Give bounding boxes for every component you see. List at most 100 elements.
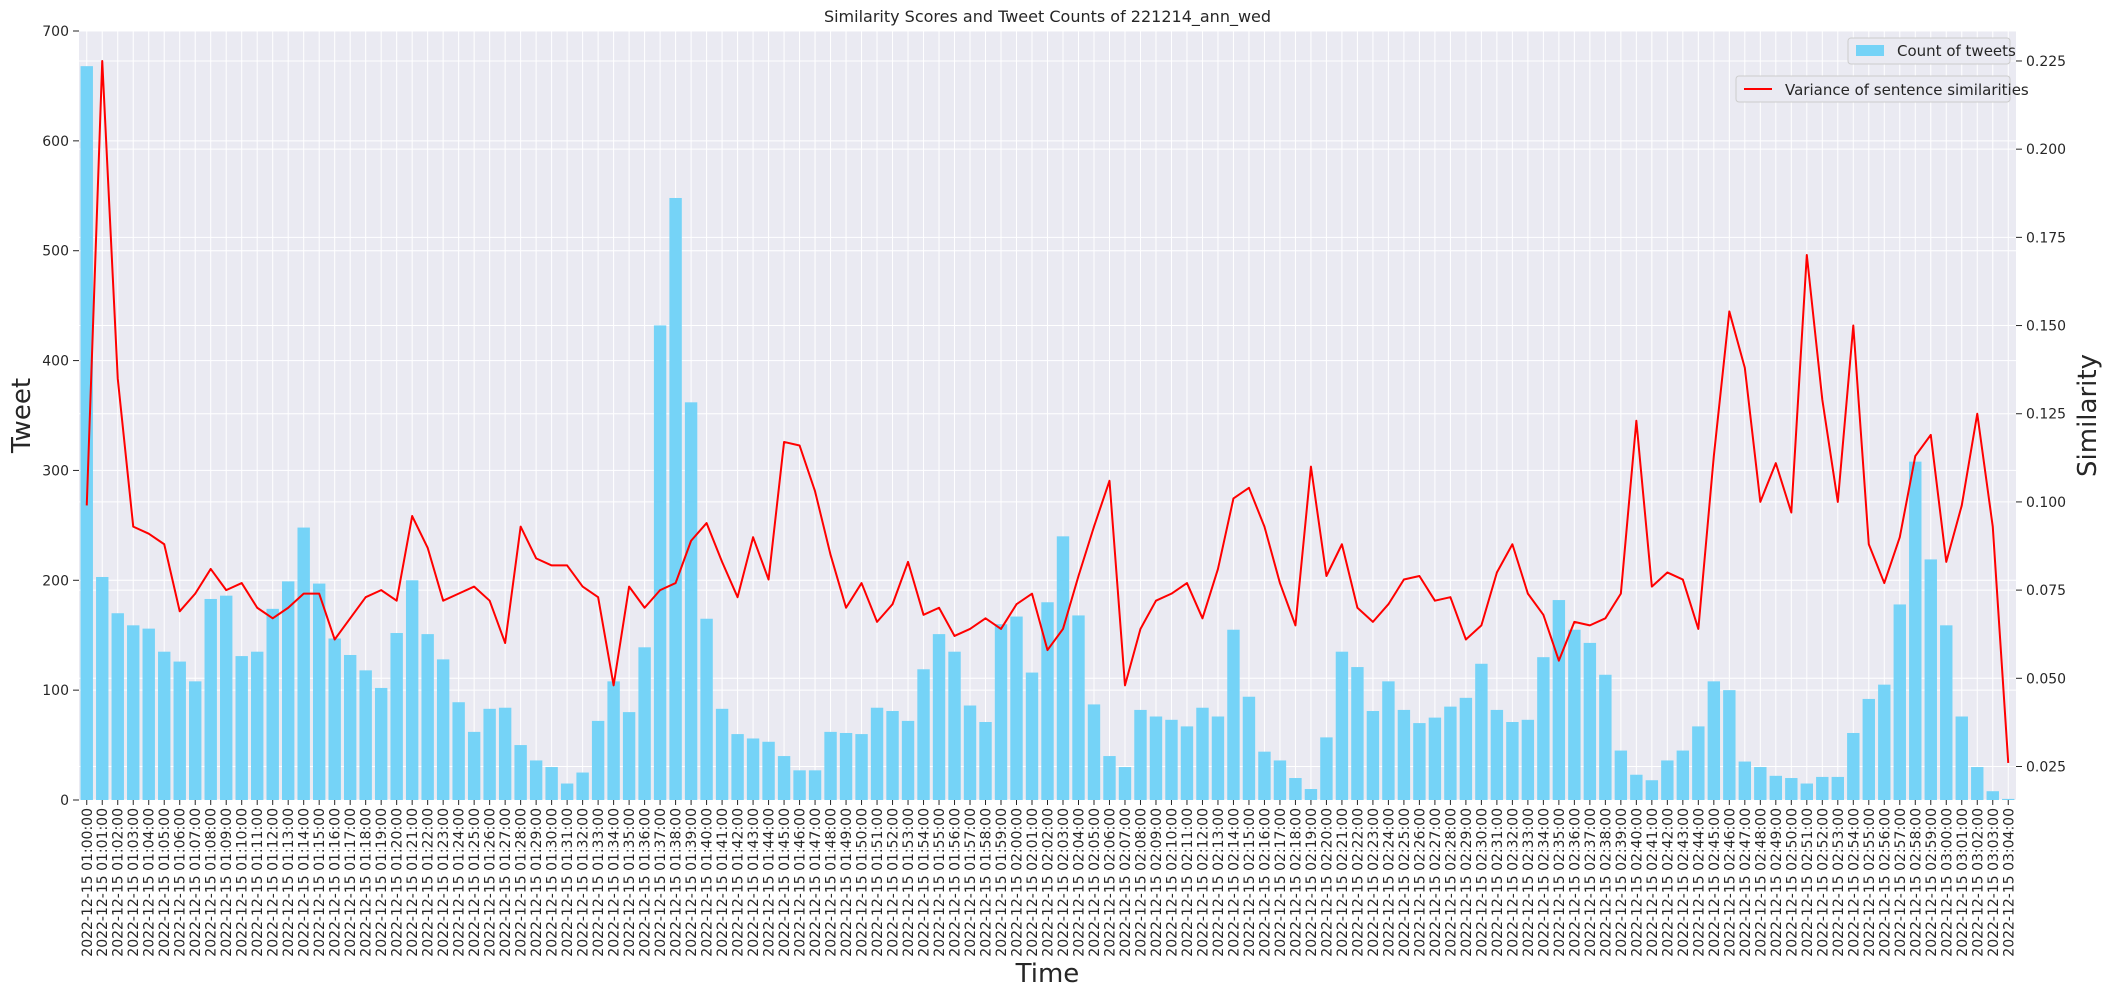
x-tick-label: 2022-12-15 01:02:00 xyxy=(111,808,127,957)
x-tick-label: 2022-12-15 02:08:00 xyxy=(1133,808,1149,957)
x-tick-label: 2022-12-15 02:07:00 xyxy=(1118,808,1134,957)
bar xyxy=(1785,778,1798,800)
bar xyxy=(1738,761,1752,800)
bar xyxy=(622,712,636,800)
x-tick-label: 2022-12-15 02:31:00 xyxy=(1490,808,1506,957)
bar xyxy=(1676,750,1690,800)
bar xyxy=(1723,690,1736,800)
x-tick-label: 2022-12-15 01:24:00 xyxy=(452,808,468,957)
bar xyxy=(96,576,109,800)
y2-tick-label: 0.200 xyxy=(2026,142,2066,158)
x-tick-label: 2022-12-15 02:26:00 xyxy=(1412,808,1428,957)
legend-line: Variance of sentence similarities xyxy=(1735,75,2029,103)
bar xyxy=(173,661,186,800)
x-tick-label: 2022-12-15 01:41:00 xyxy=(715,808,731,957)
x-tick-label: 2022-12-15 02:35:00 xyxy=(1552,808,1568,957)
x-tick-label: 2022-12-15 02:33:00 xyxy=(1521,808,1537,957)
bar xyxy=(576,772,589,800)
x-tick-label: 2022-12-15 01:26:00 xyxy=(483,808,499,957)
bar xyxy=(1552,600,1566,800)
x-tick-label: 2022-12-15 02:39:00 xyxy=(1614,808,1630,957)
x-tick-label: 2022-12-15 02:45:00 xyxy=(1707,808,1723,957)
x-tick-label: 2022-12-15 01:29:00 xyxy=(529,808,545,957)
bar xyxy=(1940,625,1953,800)
x-tick-label: 2022-12-15 02:16:00 xyxy=(1257,808,1273,957)
legend-frame xyxy=(1735,75,2011,103)
bar xyxy=(1273,760,1287,800)
bar xyxy=(932,634,946,800)
chart-title: Similarity Scores and Tweet Counts of 22… xyxy=(824,7,1271,27)
bar xyxy=(374,687,388,800)
bar xyxy=(514,745,527,800)
y2-tick-label: 0.075 xyxy=(2026,583,2066,599)
x-tick-label: 2022-12-15 02:34:00 xyxy=(1536,808,1552,957)
bar xyxy=(1630,774,1643,800)
x-tick-label: 2022-12-15 02:46:00 xyxy=(1722,808,1738,957)
x-tick-label: 2022-12-15 02:27:00 xyxy=(1428,808,1444,957)
bar xyxy=(855,734,868,800)
x-tick-label: 2022-12-15 02:54:00 xyxy=(1846,808,1862,957)
y-tick-label: 600 xyxy=(42,134,69,150)
x-tick-label: 2022-12-15 01:25:00 xyxy=(467,808,483,957)
bar xyxy=(839,732,853,800)
bar xyxy=(529,760,543,800)
x-tick-label: 2022-12-15 02:18:00 xyxy=(1288,808,1304,957)
bar xyxy=(715,708,729,800)
bar xyxy=(886,711,899,800)
x-tick-label: 2022-12-15 02:53:00 xyxy=(1831,808,1847,957)
bar xyxy=(1428,717,1442,800)
y2-axis-title: Similarity xyxy=(2073,354,2103,477)
bar xyxy=(1165,719,1178,800)
x-tick-label: 2022-12-15 01:42:00 xyxy=(731,808,747,957)
x-tick-label: 2022-12-15 01:32:00 xyxy=(576,808,592,957)
bar xyxy=(1661,760,1674,800)
bar xyxy=(1242,696,1256,800)
bar xyxy=(1971,767,1984,800)
bar xyxy=(1568,629,1581,800)
x-tick-label: 2022-12-15 01:40:00 xyxy=(700,808,716,957)
y-tick-label: 300 xyxy=(42,463,69,479)
x-tick-label: 2022-12-15 02:48:00 xyxy=(1753,808,1769,957)
bar xyxy=(1878,684,1891,800)
bar xyxy=(901,720,915,800)
y-tick-label: 100 xyxy=(42,683,69,699)
y-tick-label: 700 xyxy=(42,24,69,40)
x-tick-label: 2022-12-15 01:12:00 xyxy=(266,808,282,957)
x-tick-label: 2022-12-15 03:04:00 xyxy=(2001,808,2017,957)
x-tick-label: 2022-12-15 02:10:00 xyxy=(1164,808,1180,957)
bar xyxy=(1366,711,1380,800)
y2-tick-label: 0.175 xyxy=(2026,230,2066,246)
bar xyxy=(328,638,341,800)
bar xyxy=(1056,536,1070,800)
x-tick-label: 2022-12-15 02:42:00 xyxy=(1660,808,1676,957)
x-tick-label: 2022-12-15 02:03:00 xyxy=(1056,808,1072,957)
bar xyxy=(421,634,434,800)
x-tick-label: 2022-12-15 02:05:00 xyxy=(1087,808,1103,957)
y2-tick-label: 0.225 xyxy=(2026,54,2066,70)
x-tick-label: 2022-12-15 02:20:00 xyxy=(1319,808,1335,957)
bar xyxy=(948,651,961,800)
x-tick-label: 2022-12-15 01:50:00 xyxy=(855,808,871,957)
x-tick-label: 2022-12-15 01:23:00 xyxy=(436,808,452,957)
bar xyxy=(762,741,775,800)
x-tick-label: 2022-12-15 01:47:00 xyxy=(808,808,824,957)
x-tick-label: 2022-12-15 02:01:00 xyxy=(1025,808,1041,957)
bar xyxy=(452,702,465,800)
x-tick-label: 2022-12-15 01:46:00 xyxy=(793,808,809,957)
bar xyxy=(824,731,837,800)
x-tick-label: 2022-12-15 01:05:00 xyxy=(157,808,173,957)
x-tick-label: 2022-12-15 01:10:00 xyxy=(235,808,251,957)
bar xyxy=(111,613,124,800)
legend-frame xyxy=(1847,37,2011,65)
y-tick-label: 500 xyxy=(42,244,69,260)
bar xyxy=(498,707,512,800)
x-tick-label: 2022-12-15 03:00:00 xyxy=(1939,808,1955,957)
bar xyxy=(127,625,140,800)
x-tick-label: 2022-12-15 02:23:00 xyxy=(1366,808,1382,957)
bar xyxy=(1335,651,1349,800)
bar xyxy=(1103,756,1116,800)
x-tick-label: 2022-12-15 02:58:00 xyxy=(1908,808,1924,957)
bar xyxy=(390,633,403,800)
bar xyxy=(1986,791,1999,800)
